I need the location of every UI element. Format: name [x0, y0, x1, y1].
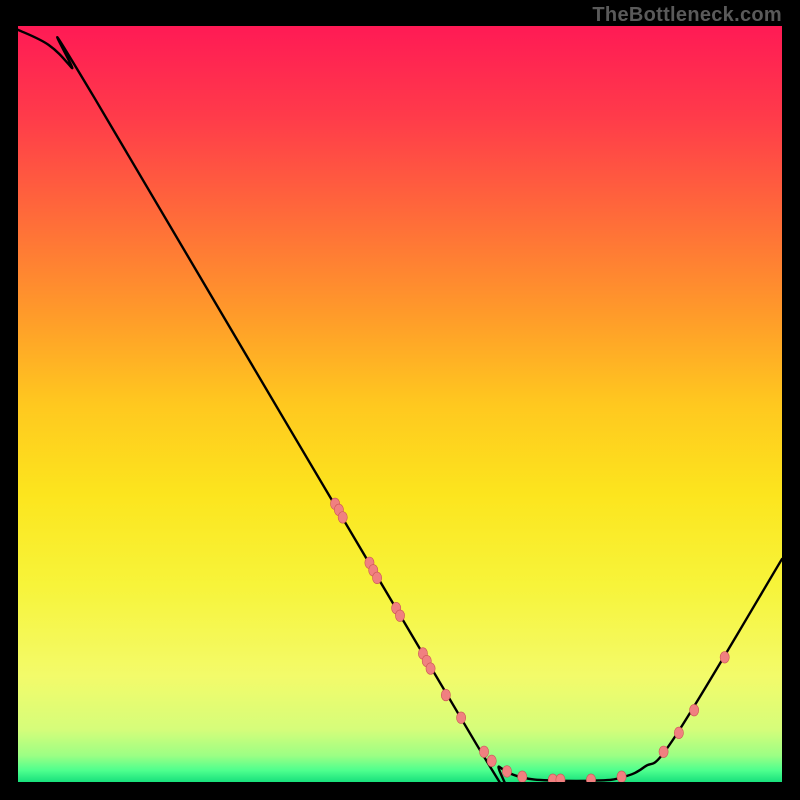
data-marker — [502, 766, 511, 778]
data-marker — [720, 651, 729, 663]
data-marker — [556, 774, 565, 782]
data-marker — [586, 774, 595, 782]
data-marker — [457, 712, 466, 724]
data-marker — [487, 755, 496, 767]
data-marker — [674, 727, 683, 739]
data-marker — [518, 771, 527, 782]
data-marker — [441, 689, 450, 701]
gradient-background — [18, 26, 782, 782]
data-marker — [372, 572, 381, 584]
data-marker — [338, 512, 347, 524]
data-marker — [426, 663, 435, 675]
data-marker — [690, 704, 699, 716]
data-marker — [479, 746, 488, 758]
data-marker — [617, 771, 626, 782]
watermark-text: TheBottleneck.com — [592, 4, 782, 27]
chart-area — [18, 26, 782, 782]
data-marker — [395, 610, 404, 622]
chart-svg — [18, 26, 782, 782]
data-marker — [659, 746, 668, 758]
